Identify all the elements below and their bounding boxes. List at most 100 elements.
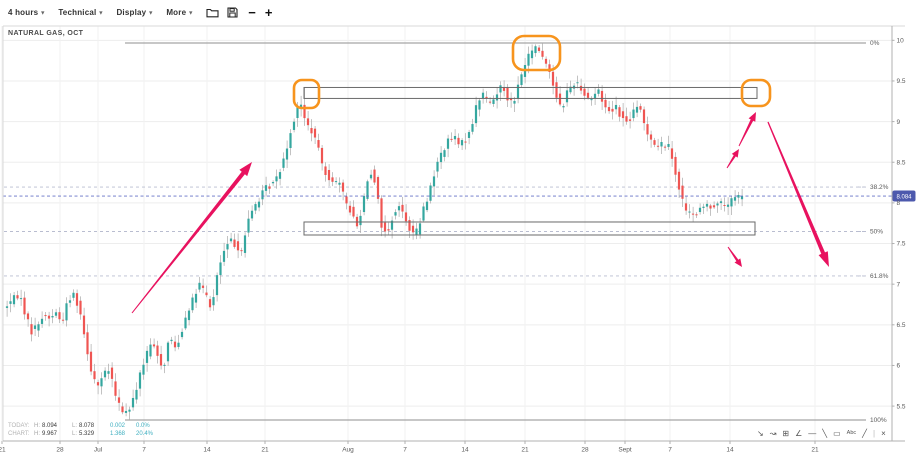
svg-text:5.5: 5.5 bbox=[897, 403, 906, 410]
svg-text:0%: 0% bbox=[870, 40, 880, 47]
symbol-label: NATURAL GAS, OCT bbox=[8, 30, 84, 37]
top-toolbar: 4 hours ▾ Technical ▾ Display ▾ More ▾ −… bbox=[0, 0, 916, 25]
ohlc-stats: TODAY: H: 8.094 L: 8.078 0.002 0.0% CHART:… bbox=[8, 422, 162, 438]
timeframe-label: 4 hours bbox=[8, 8, 39, 17]
more-dropdown[interactable]: More ▾ bbox=[166, 8, 192, 17]
timeframe-dropdown[interactable]: 4 hours ▾ bbox=[8, 8, 44, 17]
svg-text:8.084: 8.084 bbox=[896, 194, 912, 200]
zoom-in-button[interactable]: + bbox=[264, 5, 273, 20]
trendline-tool-icon[interactable]: ╲ bbox=[822, 429, 828, 438]
grid-tool-icon[interactable]: ⊞ bbox=[782, 429, 790, 438]
svg-text:Jul: Jul bbox=[94, 447, 103, 454]
svg-text:9: 9 bbox=[897, 119, 901, 126]
svg-text:38.2%: 38.2% bbox=[870, 184, 889, 191]
svg-text:14: 14 bbox=[461, 447, 469, 454]
chevron-down-icon: ▾ bbox=[149, 10, 153, 17]
save-icon[interactable] bbox=[227, 7, 238, 18]
chart-high: 9.967 bbox=[42, 431, 58, 437]
uptrend-arrow[interactable] bbox=[131, 162, 252, 314]
curve-tool-icon[interactable]: ↝ bbox=[769, 429, 777, 438]
technical-dropdown[interactable]: Technical ▾ bbox=[58, 8, 102, 17]
candlestick-series bbox=[5, 43, 744, 420]
left-shoulder-highlight[interactable] bbox=[292, 78, 321, 110]
drawing-toolbar: ↘ ↝ ⊞ ∠ — ╲ ▭ Abc ╱ | × bbox=[757, 427, 886, 441]
today-low: 8.078 bbox=[79, 423, 95, 429]
small-down-arrow[interactable] bbox=[727, 246, 742, 267]
price-axis[interactable]: 10 9.5 9 8.5 8 7.5 7 6.5 6 5.5 0% 38.2% 50% 61.8% 100% bbox=[858, 38, 906, 425]
angle-tool-icon[interactable]: ∠ bbox=[795, 429, 803, 438]
display-dropdown[interactable]: Display ▾ bbox=[116, 8, 152, 17]
axes bbox=[2, 25, 905, 442]
display-label: Display bbox=[116, 8, 147, 17]
low-key: L: bbox=[72, 431, 78, 437]
pointer-tool-icon[interactable]: ↘ bbox=[757, 429, 764, 438]
today-change: 0.002 bbox=[110, 423, 126, 429]
horizontal-line-tool-icon[interactable]: — bbox=[808, 429, 817, 438]
svg-text:100%: 100% bbox=[870, 417, 887, 424]
svg-text:21: 21 bbox=[0, 447, 6, 454]
svg-text:28: 28 bbox=[56, 447, 64, 454]
head-top-highlight[interactable] bbox=[511, 34, 562, 72]
svg-text:7: 7 bbox=[403, 447, 407, 454]
svg-text:6: 6 bbox=[897, 363, 901, 370]
svg-text:7: 7 bbox=[142, 447, 146, 454]
svg-text:8.5: 8.5 bbox=[897, 159, 906, 166]
highlight-annotations[interactable] bbox=[292, 34, 772, 110]
close-icon[interactable]: × bbox=[881, 429, 886, 438]
svg-text:10: 10 bbox=[897, 38, 905, 45]
zoom-out-button[interactable]: − bbox=[248, 5, 256, 20]
open-folder-icon[interactable] bbox=[206, 7, 219, 18]
chart-label: CHART: bbox=[8, 431, 30, 437]
svg-text:9.5: 9.5 bbox=[897, 78, 906, 85]
chart-low: 5.329 bbox=[79, 431, 95, 437]
svg-text:21: 21 bbox=[811, 447, 819, 454]
chevron-down-icon: ▾ bbox=[189, 10, 193, 17]
svg-text:28: 28 bbox=[581, 447, 589, 454]
svg-text:14: 14 bbox=[203, 447, 211, 454]
text-tool-icon[interactable]: Abc bbox=[846, 430, 857, 437]
current-price-line: 8.084 bbox=[3, 190, 916, 202]
projected-drop-arrow[interactable] bbox=[767, 121, 829, 267]
technical-label: Technical bbox=[58, 8, 97, 17]
svg-text:Aug: Aug bbox=[342, 447, 354, 454]
chart-change: 1.368 bbox=[110, 431, 126, 437]
svg-text:7.5: 7.5 bbox=[897, 241, 906, 248]
small-up-arrow-upper[interactable] bbox=[738, 112, 756, 147]
svg-text:6.5: 6.5 bbox=[897, 322, 906, 329]
more-label: More bbox=[166, 8, 187, 17]
chart-stats-row: CHART: H: 9.967 L: 5.329 1.368 20.4% bbox=[8, 430, 162, 438]
low-key: L: bbox=[72, 423, 78, 429]
line-tool-icon[interactable]: ╱ bbox=[862, 429, 867, 438]
svg-text:61.8%: 61.8% bbox=[870, 273, 889, 280]
today-stats-row: TODAY: H: 8.094 L: 8.078 0.002 0.0% bbox=[8, 422, 162, 430]
today-label: TODAY: bbox=[8, 423, 30, 429]
svg-text:7: 7 bbox=[897, 281, 901, 288]
svg-text:Sept: Sept bbox=[618, 447, 632, 454]
last-price-badge bbox=[892, 190, 916, 202]
projected-retest-highlight[interactable] bbox=[740, 78, 772, 108]
gridlines bbox=[1, 26, 892, 441]
svg-text:7: 7 bbox=[668, 447, 672, 454]
today-high: 8.094 bbox=[42, 423, 58, 429]
svg-text:8: 8 bbox=[897, 200, 901, 207]
high-key: H: bbox=[34, 423, 40, 429]
svg-text:14: 14 bbox=[726, 447, 734, 454]
small-up-arrow-lower[interactable] bbox=[726, 149, 739, 169]
chevron-down-icon: ▾ bbox=[41, 10, 45, 17]
chevron-down-icon: ▾ bbox=[99, 10, 103, 17]
toolbar-separator: | bbox=[872, 429, 876, 438]
rectangle-tool-icon[interactable]: ▭ bbox=[833, 429, 841, 438]
svg-text:50%: 50% bbox=[870, 229, 883, 236]
fibonacci-levels[interactable] bbox=[4, 42, 866, 421]
today-change-pct: 0.0% bbox=[136, 423, 150, 429]
resistance-zone[interactable] bbox=[303, 86, 758, 99]
arrow-annotations[interactable] bbox=[131, 112, 829, 314]
svg-text:21: 21 bbox=[521, 447, 529, 454]
chart-change-pct: 20.4% bbox=[136, 431, 154, 437]
support-zone[interactable] bbox=[303, 221, 756, 236]
drawn-zones[interactable] bbox=[303, 86, 758, 236]
time-axis[interactable]: 21 28 Jul 7 14 21 Aug 7 14 21 28 Sept 7 14 21 bbox=[0, 441, 819, 454]
svg-text:21: 21 bbox=[261, 447, 269, 454]
